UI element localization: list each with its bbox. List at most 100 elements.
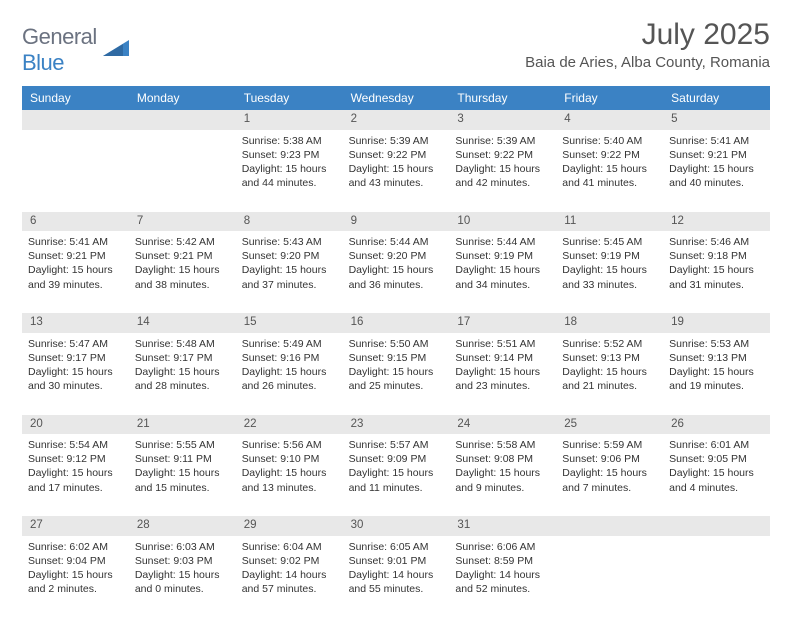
day-info-line: Sunrise: 5:46 AM [669, 235, 764, 249]
logo: General Blue [22, 18, 131, 76]
month-title: July 2025 [525, 18, 770, 52]
day-cell: Sunrise: 5:48 AMSunset: 9:17 PMDaylight:… [129, 333, 236, 415]
day-info-line: Sunrise: 6:03 AM [135, 540, 230, 554]
day-info-line: Daylight: 15 hours [28, 365, 123, 379]
day-info-line: Sunrise: 5:58 AM [455, 438, 550, 452]
day-info-line: and 41 minutes. [562, 176, 657, 190]
day-info-line: Daylight: 15 hours [455, 162, 550, 176]
day-cell: Sunrise: 5:43 AMSunset: 9:20 PMDaylight:… [236, 231, 343, 313]
day-cell: Sunrise: 5:54 AMSunset: 9:12 PMDaylight:… [22, 434, 129, 516]
day-info-line: and 26 minutes. [242, 379, 337, 393]
day-info-line: and 38 minutes. [135, 278, 230, 292]
day-info-line: and 7 minutes. [562, 481, 657, 495]
daynum-row: 2728293031 [22, 516, 770, 536]
day-number: 25 [556, 415, 663, 435]
day-info-line: Sunrise: 5:50 AM [349, 337, 444, 351]
day-number [129, 110, 236, 130]
day-info-line: Daylight: 15 hours [669, 162, 764, 176]
day-info-line: Daylight: 15 hours [135, 365, 230, 379]
day-number: 9 [343, 212, 450, 232]
day-info-line: and 15 minutes. [135, 481, 230, 495]
day-cell: Sunrise: 5:44 AMSunset: 9:19 PMDaylight:… [449, 231, 556, 313]
day-info-line: and 42 minutes. [455, 176, 550, 190]
day-number: 2 [343, 110, 450, 130]
day-info-line: Sunrise: 5:54 AM [28, 438, 123, 452]
day-cell: Sunrise: 5:51 AMSunset: 9:14 PMDaylight:… [449, 333, 556, 415]
week-row: Sunrise: 6:02 AMSunset: 9:04 PMDaylight:… [22, 536, 770, 618]
day-number: 13 [22, 313, 129, 333]
day-info-line: Sunrise: 5:55 AM [135, 438, 230, 452]
header: General Blue July 2025 Baia de Aries, Al… [22, 18, 770, 76]
day-info-line: and 52 minutes. [455, 582, 550, 596]
day-number: 22 [236, 415, 343, 435]
day-info-line: Daylight: 15 hours [562, 466, 657, 480]
day-cell: Sunrise: 5:58 AMSunset: 9:08 PMDaylight:… [449, 434, 556, 516]
day-cell [22, 130, 129, 212]
day-info-line: Daylight: 15 hours [562, 263, 657, 277]
day-info-line: Sunset: 9:06 PM [562, 452, 657, 466]
day-cell: Sunrise: 5:44 AMSunset: 9:20 PMDaylight:… [343, 231, 450, 313]
day-info-line: Sunset: 9:19 PM [562, 249, 657, 263]
daynum-row: 6789101112 [22, 212, 770, 232]
daynum-row: 12345 [22, 110, 770, 130]
day-info-line: Sunrise: 5:53 AM [669, 337, 764, 351]
day-info-line: and 21 minutes. [562, 379, 657, 393]
day-number: 23 [343, 415, 450, 435]
day-number [663, 516, 770, 536]
day-info-line: Daylight: 15 hours [349, 162, 444, 176]
day-header-cell: Monday [129, 86, 236, 110]
day-info-line: and 28 minutes. [135, 379, 230, 393]
day-info-line: Daylight: 15 hours [455, 263, 550, 277]
day-number: 19 [663, 313, 770, 333]
day-info-line: Sunset: 8:59 PM [455, 554, 550, 568]
day-cell: Sunrise: 6:03 AMSunset: 9:03 PMDaylight:… [129, 536, 236, 618]
day-info-line: Sunrise: 5:38 AM [242, 134, 337, 148]
day-cell: Sunrise: 5:45 AMSunset: 9:19 PMDaylight:… [556, 231, 663, 313]
day-info-line: Sunset: 9:16 PM [242, 351, 337, 365]
day-info-line: Daylight: 15 hours [242, 263, 337, 277]
day-number: 8 [236, 212, 343, 232]
day-info-line: Sunrise: 6:01 AM [669, 438, 764, 452]
day-info-line: Sunset: 9:02 PM [242, 554, 337, 568]
day-cell: Sunrise: 5:55 AMSunset: 9:11 PMDaylight:… [129, 434, 236, 516]
day-info-line: and 19 minutes. [669, 379, 764, 393]
day-cell: Sunrise: 5:52 AMSunset: 9:13 PMDaylight:… [556, 333, 663, 415]
day-info-line: Sunrise: 5:48 AM [135, 337, 230, 351]
day-info-line: Daylight: 15 hours [242, 365, 337, 379]
day-cell: Sunrise: 5:53 AMSunset: 9:13 PMDaylight:… [663, 333, 770, 415]
day-info-line: and 17 minutes. [28, 481, 123, 495]
day-info-line: Sunset: 9:03 PM [135, 554, 230, 568]
logo-text-blue: Blue [22, 50, 64, 75]
day-header-cell: Saturday [663, 86, 770, 110]
day-info-line: and 37 minutes. [242, 278, 337, 292]
day-info-line: and 36 minutes. [349, 278, 444, 292]
day-info-line: Daylight: 15 hours [349, 365, 444, 379]
day-info-line: Sunset: 9:12 PM [28, 452, 123, 466]
day-header-cell: Tuesday [236, 86, 343, 110]
day-info-line: Daylight: 14 hours [455, 568, 550, 582]
location-text: Baia de Aries, Alba County, Romania [525, 54, 770, 71]
day-info-line: Sunset: 9:20 PM [349, 249, 444, 263]
day-info-line: Sunrise: 6:05 AM [349, 540, 444, 554]
day-info-line: Sunrise: 5:41 AM [28, 235, 123, 249]
day-number: 29 [236, 516, 343, 536]
day-info-line: and 0 minutes. [135, 582, 230, 596]
day-info-line: and 2 minutes. [28, 582, 123, 596]
day-info-line: Sunset: 9:08 PM [455, 452, 550, 466]
week-row: Sunrise: 5:41 AMSunset: 9:21 PMDaylight:… [22, 231, 770, 313]
day-cell: Sunrise: 5:41 AMSunset: 9:21 PMDaylight:… [22, 231, 129, 313]
day-info-line: and 11 minutes. [349, 481, 444, 495]
day-info-line: Sunrise: 5:51 AM [455, 337, 550, 351]
day-cell [556, 536, 663, 618]
day-info-line: Sunset: 9:05 PM [669, 452, 764, 466]
day-info-line: Daylight: 15 hours [349, 263, 444, 277]
day-cell: Sunrise: 6:04 AMSunset: 9:02 PMDaylight:… [236, 536, 343, 618]
day-info-line: and 30 minutes. [28, 379, 123, 393]
day-info-line: Sunrise: 5:39 AM [455, 134, 550, 148]
day-info-line: Daylight: 15 hours [135, 466, 230, 480]
day-number [22, 110, 129, 130]
day-info-line: Daylight: 15 hours [135, 568, 230, 582]
day-info-line: Daylight: 15 hours [562, 365, 657, 379]
day-cell: Sunrise: 5:46 AMSunset: 9:18 PMDaylight:… [663, 231, 770, 313]
day-info-line: Sunrise: 5:39 AM [349, 134, 444, 148]
